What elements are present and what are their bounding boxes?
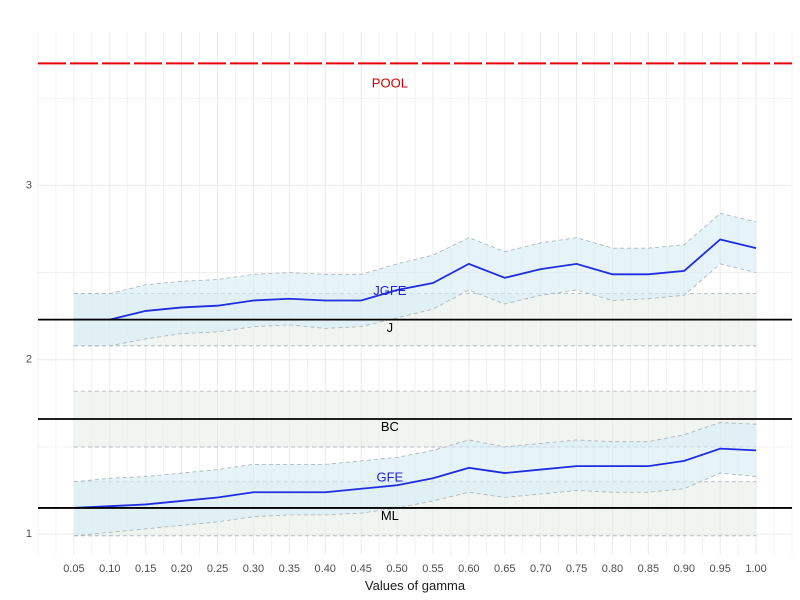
x-tick-label: 0.25 <box>207 563 228 575</box>
x-tick-label: 0.50 <box>386 563 407 575</box>
y-tick-label: 2 <box>26 354 32 366</box>
gfe-ci-upper <box>73 422 757 483</box>
x-tick-label: 0.60 <box>458 563 479 575</box>
y-tick-label: 1 <box>26 528 32 540</box>
gfe-ci-lower <box>73 472 757 537</box>
x-tick-label: 0.30 <box>243 563 264 575</box>
x-tick-label: 0.45 <box>350 563 371 575</box>
x-tick-label: 0.65 <box>494 563 515 575</box>
jgfe-ci-ribbon <box>73 213 757 346</box>
x-axis-title: Values of gamma <box>365 578 466 593</box>
jgfe-series-line <box>73 238 757 321</box>
x-tick-label: 0.95 <box>709 563 730 575</box>
x-tick-label: 1.00 <box>745 563 766 575</box>
jgfe-ci-lower <box>73 263 757 347</box>
x-tick-label: 0.90 <box>674 563 695 575</box>
jgfe-label: JGFE <box>373 283 407 298</box>
x-tick-label: 0.15 <box>135 563 156 575</box>
x-tick-label: 0.75 <box>566 563 587 575</box>
pool-label: POOL <box>372 76 408 91</box>
jgfe-ci-upper <box>73 212 757 294</box>
y-tick-label: 3 <box>26 179 32 191</box>
x-tick-label: 0.40 <box>315 563 336 575</box>
line-layer <box>73 238 757 509</box>
gfe-label: GFE <box>376 470 403 485</box>
x-tick-label: 0.85 <box>638 563 659 575</box>
x-tick-label: 0.20 <box>171 563 192 575</box>
label-layer: POOL J BC ML JGFE GFE <box>372 76 408 523</box>
bc-label: BC <box>381 419 399 434</box>
x-tick-label: 0.70 <box>530 563 551 575</box>
x-tick-label: 0.35 <box>279 563 300 575</box>
axis-layer: 0.05 0.10 0.15 0.20 0.25 0.30 0.35 0.40 0.45 0.50… <box>26 179 767 575</box>
x-tick-label: 0.55 <box>422 563 443 575</box>
gfe-series-line <box>73 447 757 509</box>
j-label: J <box>387 320 394 335</box>
x-tick-label: 0.80 <box>602 563 623 575</box>
reference-line-layer <box>38 62 792 509</box>
x-tick-label: 0.10 <box>99 563 120 575</box>
ml-label: ML <box>381 508 399 523</box>
x-tick-label: 0.05 <box>63 563 84 575</box>
